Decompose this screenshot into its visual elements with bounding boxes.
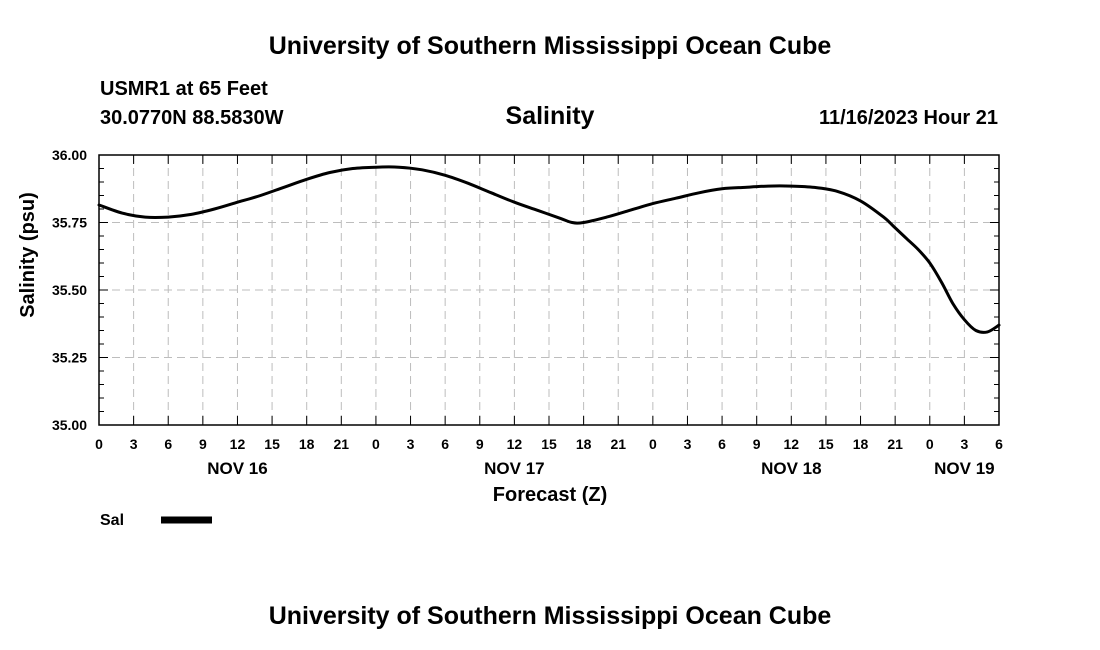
station-coordinates: 30.0770N 88.5830W — [100, 107, 284, 129]
day-label: NOV 16 — [207, 459, 267, 478]
y-axis-label: Salinity (psu) — [17, 192, 39, 318]
legend-label: Sal — [100, 512, 124, 529]
x-tick-label: 9 — [753, 436, 761, 452]
x-tick-label: 21 — [887, 436, 903, 452]
x-tick-label: 3 — [407, 436, 415, 452]
y-tick-label: 35.25 — [52, 350, 87, 366]
x-tick-label: 0 — [649, 436, 657, 452]
x-tick-label: 6 — [718, 436, 726, 452]
x-tick-label: 6 — [995, 436, 1003, 452]
chart-title: Salinity — [506, 102, 595, 130]
y-tick-labels: 35.00 35.25 35.50 35.75 36.00 — [52, 147, 87, 433]
chart-header-title: University of Southern Mississippi Ocean… — [269, 32, 832, 60]
x-tick-label: 9 — [476, 436, 484, 452]
x-tick-label: 18 — [299, 436, 315, 452]
footer-title: University of Southern Mississippi Ocean… — [269, 602, 832, 630]
series-line-sal — [97, 165, 1001, 334]
x-tick-label: 3 — [130, 436, 138, 452]
x-tick-label: 6 — [164, 436, 172, 452]
day-labels: NOV 16 NOV 17 NOV 18 NOV 19 — [207, 459, 994, 478]
y-tick-label: 35.50 — [52, 282, 87, 298]
x-tick-label: 15 — [541, 436, 557, 452]
station-name: USMR1 at 65 Feet — [100, 78, 268, 100]
x-tick-label: 0 — [372, 436, 380, 452]
x-tick-label: 0 — [95, 436, 103, 452]
x-tick-label: 15 — [818, 436, 834, 452]
x-tick-label: 12 — [507, 436, 523, 452]
x-tick-label: 12 — [784, 436, 800, 452]
x-tick-label: 21 — [610, 436, 626, 452]
day-label: NOV 18 — [761, 459, 821, 478]
x-tick-label: 3 — [960, 436, 968, 452]
y-tick-label: 36.00 — [52, 147, 87, 163]
forecast-datetime: 11/16/2023 Hour 21 — [819, 107, 998, 129]
day-label: NOV 19 — [934, 459, 994, 478]
grid-lines — [99, 154, 999, 425]
y-tick-label: 35.75 — [52, 215, 87, 231]
x-tick-labels: 0 3 6 9 12 15 18 21 0 3 6 9 12 15 18 21 0 3 6 9 12 15 18 21 0 3 6 — [95, 436, 1003, 452]
x-tick-label: 0 — [926, 436, 934, 452]
plot-frame — [98, 154, 1000, 426]
x-tick-label: 9 — [199, 436, 207, 452]
x-tick-label: 15 — [264, 436, 280, 452]
x-tick-label: 6 — [441, 436, 449, 452]
y-tick-label: 35.00 — [52, 417, 87, 433]
x-tick-label: 18 — [576, 436, 592, 452]
x-tick-label: 18 — [853, 436, 869, 452]
x-tick-label: 12 — [230, 436, 246, 452]
x-tick-label: 3 — [684, 436, 692, 452]
x-axis-label: Forecast (Z) — [493, 484, 607, 506]
x-tick-label: 21 — [334, 436, 350, 452]
day-label: NOV 17 — [484, 459, 544, 478]
series-group — [97, 165, 1001, 334]
